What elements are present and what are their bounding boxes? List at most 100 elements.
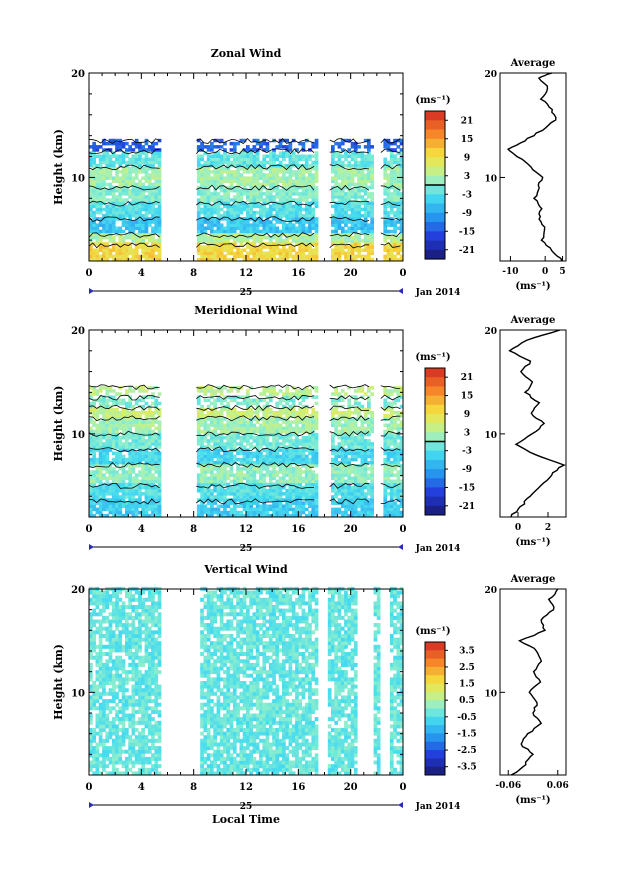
heatmap-cell [210, 439, 214, 443]
heatmap-cell [308, 179, 312, 183]
heatmap-cell [223, 198, 227, 202]
heatmap-cell [357, 254, 361, 259]
heatmap-cell [308, 464, 312, 468]
heatmap-cell [151, 254, 155, 259]
heatmap-cell [239, 498, 244, 502]
heatmap-cell [125, 220, 129, 224]
heatmap-cell [115, 451, 119, 456]
heatmap-cell [213, 242, 217, 246]
heatmap-cell [92, 445, 96, 449]
heatmap-cell [213, 207, 217, 212]
heatmap-cell [206, 448, 211, 452]
heatmap-cell [285, 448, 289, 452]
heatmap-cell [246, 429, 250, 434]
heatmap-cell [386, 198, 391, 202]
heatmap-cell [203, 251, 208, 256]
heatmap-cell [118, 392, 123, 396]
heatmap-cell [295, 498, 299, 502]
heatmap-cell [121, 254, 126, 259]
heatmap-cell [347, 163, 352, 168]
heatmap-cell [268, 389, 273, 393]
heatmap-cell [396, 179, 401, 183]
heatmap-cell [308, 504, 312, 508]
heatmap-cell [239, 489, 244, 493]
heatmap-cell [347, 420, 352, 424]
heatmap-cell [386, 173, 391, 177]
heatmap-cell [125, 442, 129, 446]
heatmap-cell [111, 254, 116, 259]
heatmap-cell [226, 464, 231, 468]
heatmap-cell [232, 411, 237, 415]
heatmap-cell [399, 239, 404, 243]
heatmap-cell [268, 154, 273, 158]
heatmap-cell [92, 507, 96, 512]
heatmap-cell [128, 182, 132, 187]
heatmap-cell [105, 204, 110, 209]
heatmap-cell [295, 226, 299, 230]
heatmap-cell [102, 442, 106, 446]
heatmap-cell [151, 242, 155, 246]
heatmap-cell [347, 188, 352, 193]
heatmap-cell [125, 482, 129, 487]
heatmap-cell [282, 207, 286, 212]
heatmap-cell [265, 482, 270, 487]
heatmap-cell [370, 170, 374, 174]
heatmap-cell [219, 436, 224, 440]
heatmap-cell [219, 251, 224, 256]
heatmap-cell [340, 167, 345, 171]
heatmap-cell [105, 457, 110, 462]
heatmap-cell [259, 513, 263, 518]
heatmap-cell [147, 464, 152, 468]
heatmap-cell [216, 411, 221, 415]
heatmap-cell [239, 182, 244, 187]
heatmap-cell [262, 198, 267, 202]
heatmap-cell [216, 436, 221, 440]
heatmap-cell [92, 429, 96, 434]
heatmap-cell [213, 145, 217, 149]
heatmap-cell [334, 401, 338, 406]
heatmap-cell [200, 179, 204, 183]
heatmap-cell [288, 489, 293, 493]
heatmap-cell [144, 151, 149, 155]
heatmap-cell [226, 232, 231, 237]
heatmap-cell [134, 479, 139, 484]
heatmap-cell [353, 154, 358, 158]
heatmap-cell [232, 151, 237, 155]
heatmap-cell [226, 485, 231, 490]
heatmap-cell [337, 160, 342, 165]
heatmap-cell [265, 442, 270, 446]
heatmap-cell [138, 245, 142, 249]
heatmap-cell [105, 210, 110, 215]
heatmap-cell [236, 254, 240, 259]
heatmap-cell [138, 198, 142, 202]
heatmap-cell [350, 451, 355, 456]
heatmap-cell [282, 195, 286, 199]
heatmap-cell [265, 423, 270, 427]
heatmap-cell [363, 245, 368, 249]
heatmap-cell [262, 426, 267, 431]
heatmap-cell [98, 436, 103, 440]
heatmap-cell [252, 479, 257, 484]
heatmap-cell [206, 195, 211, 199]
heatmap-cell [389, 141, 394, 146]
heatmap-cell [121, 182, 126, 187]
heatmap-cell [239, 248, 244, 252]
heatmap-cell [147, 476, 152, 480]
heatmap-cell [121, 198, 126, 202]
heatmap-cell [275, 392, 280, 396]
heatmap-cell [265, 429, 270, 434]
heatmap-cell [141, 192, 145, 196]
heatmap-cell [92, 489, 96, 493]
heatmap-cell [121, 220, 126, 224]
heatmap-cell [95, 192, 100, 196]
heatmap-cell [246, 495, 250, 499]
heatmap-cell [147, 185, 152, 190]
average-x-tick-label: -10 [502, 267, 518, 277]
heatmap-cell [272, 485, 276, 490]
heatmap-cell [298, 204, 302, 209]
heatmap-cell [216, 448, 221, 452]
heatmap-cell [246, 432, 250, 437]
heatmap-cell [154, 498, 159, 502]
heatmap-cell [213, 151, 217, 155]
heatmap-cell [226, 492, 231, 496]
